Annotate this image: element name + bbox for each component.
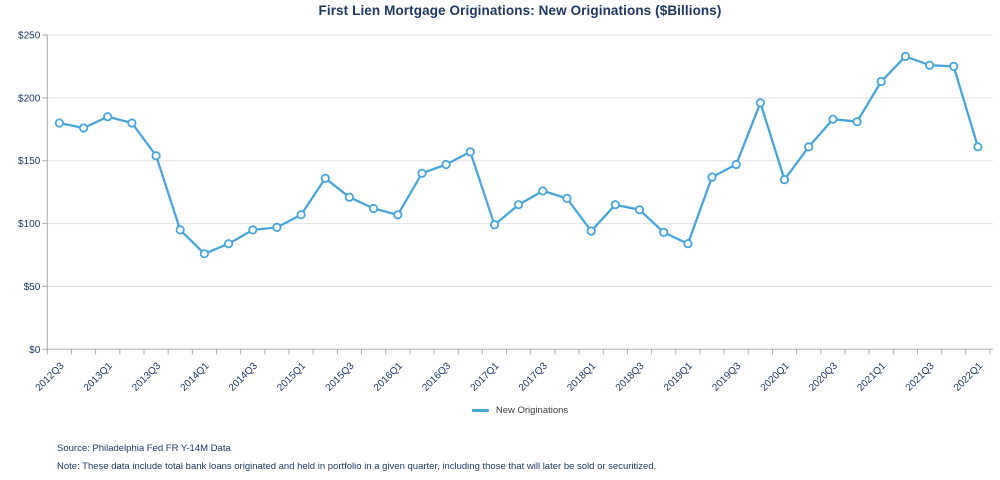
data-point-marker <box>465 147 475 157</box>
x-axis-label: 2020Q1 <box>759 360 792 393</box>
data-point-marker <box>876 76 886 87</box>
data-point-marker <box>707 172 717 182</box>
x-axis-label: 2019Q3 <box>710 360 743 393</box>
legend-label: New Originations <box>495 405 569 416</box>
data-point-marker <box>320 173 330 183</box>
x-axis-label: 2019Q1 <box>662 360 695 393</box>
data-point-marker <box>79 123 89 133</box>
data-point-marker <box>973 142 983 152</box>
data-point-marker <box>562 193 572 203</box>
data-point-marker <box>103 112 113 122</box>
x-axis-label: 2021Q1 <box>855 360 888 393</box>
x-axis-label: 2014Q3 <box>227 360 260 393</box>
data-point-marker <box>368 203 379 214</box>
data-point-marker <box>151 151 161 161</box>
x-axis-label: 2016Q3 <box>420 360 453 393</box>
x-axis-label: 2014Q1 <box>179 360 212 393</box>
x-axis-label: 2017Q1 <box>469 360 502 393</box>
legend: New Originations <box>47 405 993 416</box>
data-point-marker <box>199 249 209 259</box>
data-point-marker <box>659 227 669 237</box>
chart-title: First Lien Mortgage Originations: New Or… <box>318 3 722 18</box>
x-axis-label: 2016Q1 <box>372 360 405 393</box>
data-point-marker <box>804 142 814 152</box>
y-axis-label: $0 <box>29 345 41 356</box>
data-point-marker <box>634 205 645 215</box>
data-point-marker <box>538 186 548 196</box>
x-axis-label: 2013Q3 <box>130 360 163 393</box>
data-point-marker <box>127 118 137 128</box>
x-axis-label: 2013Q1 <box>82 360 115 393</box>
y-axis-label: $150 <box>18 156 41 167</box>
data-point-marker <box>513 200 524 210</box>
x-axis-label: 2018Q3 <box>614 360 647 393</box>
note-text: Note: These data include total bank loan… <box>57 461 657 472</box>
y-axis-label: $100 <box>18 219 41 230</box>
data-point-marker <box>755 98 766 108</box>
line-chart: $0 $50 $100 $150 $200 $250 2012Q3 2013Q1 2013Q3 2… <box>18 31 993 394</box>
data-point-marker <box>610 200 620 210</box>
x-axis-label: 2018Q1 <box>565 360 598 393</box>
data-point-marker <box>296 210 306 220</box>
x-axis-label: 2015Q1 <box>275 360 308 393</box>
source-text: Source: Philadelphia Fed FR Y-14M Data <box>57 443 231 454</box>
data-point-marker <box>417 168 427 178</box>
x-axis-label: 2012Q3 <box>34 360 67 393</box>
x-axis-label: 2022Q1 <box>952 360 985 393</box>
data-point-marker <box>900 51 911 62</box>
series-line-swatch-icon <box>471 409 489 412</box>
data-point-marker <box>731 159 741 170</box>
data-point-marker <box>441 159 451 170</box>
data-point-marker <box>175 225 185 235</box>
data-point-marker <box>828 114 838 124</box>
x-axis-label: 2021Q3 <box>904 360 937 393</box>
data-point-marker <box>54 118 65 128</box>
data-point-marker <box>779 175 790 185</box>
y-axis-label: $200 <box>18 93 41 104</box>
data-point-marker <box>224 239 234 249</box>
data-point-marker <box>949 61 959 72</box>
data-point-marker <box>344 192 354 202</box>
data-point-marker <box>683 239 693 249</box>
data-point-marker <box>852 117 862 127</box>
x-axis-label: 2017Q3 <box>517 360 550 393</box>
data-point-marker <box>272 222 282 232</box>
data-point-marker <box>586 226 596 236</box>
x-axis-label: 2015Q3 <box>324 360 357 393</box>
data-point-marker <box>393 210 403 220</box>
data-point-marker <box>489 220 500 230</box>
data-point-marker <box>924 60 935 70</box>
y-axis-label: $50 <box>24 282 41 293</box>
data-point-marker <box>248 225 258 235</box>
x-axis-label: 2020Q3 <box>807 360 840 393</box>
series-line <box>58 55 980 255</box>
y-axis-label: $250 <box>18 31 41 42</box>
